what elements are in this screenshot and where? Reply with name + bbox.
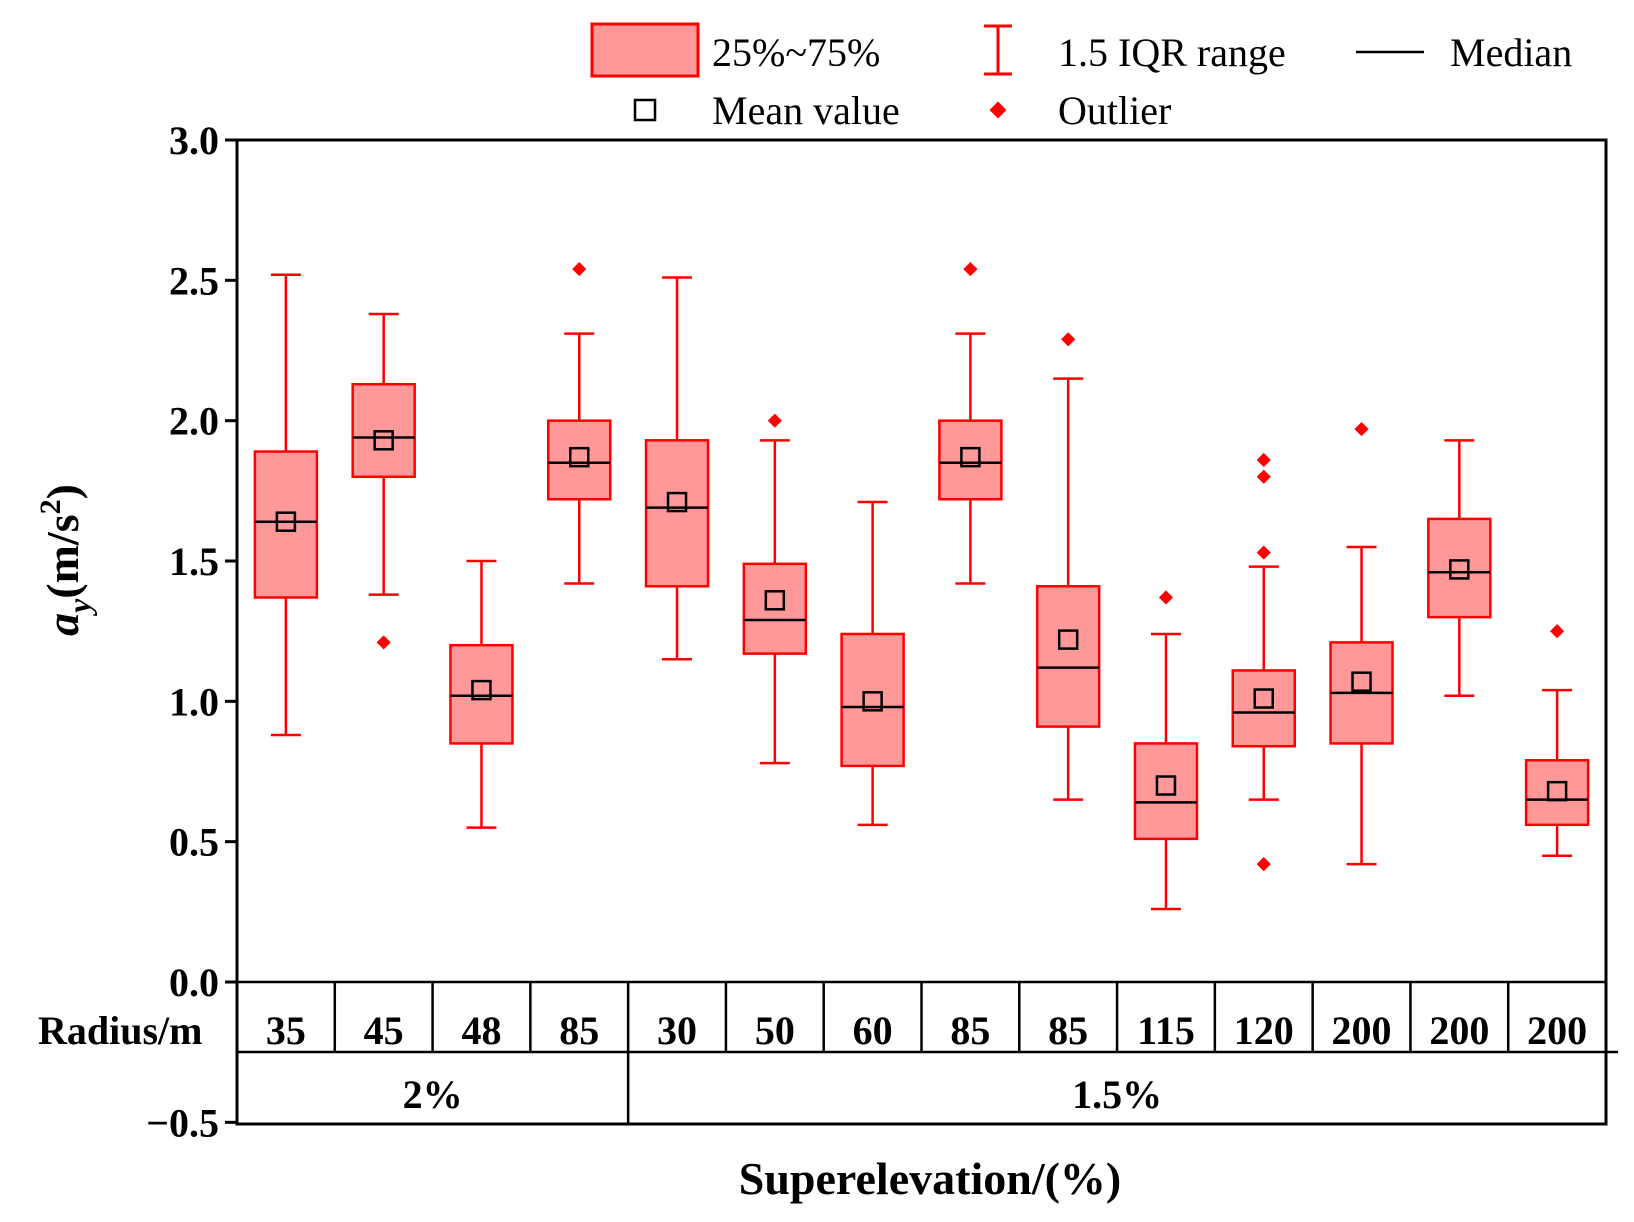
radius-label: 120 (1234, 1008, 1294, 1053)
mean-marker (1253, 688, 1274, 709)
legend: 25%~75% 1.5 IQR range Median Mean value … (590, 22, 1572, 133)
radius-label: 45 (364, 1008, 404, 1053)
y-tick-label: −0.5 (146, 1100, 219, 1145)
legend-whisker-label: 1.5 IQR range (1058, 30, 1286, 75)
legend-mean-label: Mean value (712, 88, 900, 133)
y-tick-label: 3.0 (169, 118, 219, 163)
outlier-point (1158, 590, 1174, 605)
outlier-point (376, 635, 391, 650)
radius-label: 50 (755, 1008, 795, 1053)
box-iqr (1035, 585, 1101, 728)
outlier-point (767, 413, 782, 428)
legend-outlier-swatch (989, 101, 1007, 119)
outlier-point (1550, 624, 1565, 639)
mean-marker (1057, 629, 1079, 650)
mean-marker (960, 446, 981, 468)
outlier-point (1354, 422, 1369, 437)
box-iqr (449, 643, 514, 745)
radius-label: 30 (657, 1008, 697, 1053)
mean-marker (275, 511, 297, 532)
y-axis-title-close: ) (37, 484, 88, 499)
legend-mean-swatch (633, 98, 657, 122)
outlier-point (572, 262, 587, 277)
legend-box-label: 25%~75% (712, 30, 880, 75)
radius-label: 115 (1137, 1008, 1195, 1053)
box-iqr (938, 419, 1003, 501)
plot-layer: 3.0 2.5 2.0 1.5 1.0 0.5 0.0 −0.5 2% 1.5% 35 45 48 85 3… (146, 118, 1618, 1145)
radius-label: 35 (266, 1008, 306, 1053)
group-label: 2% (403, 1072, 463, 1117)
row-label-radius: Radius/m (38, 1008, 203, 1053)
legend-box-swatch (590, 22, 700, 78)
radius-label: 48 (461, 1008, 501, 1053)
outlier-point (1061, 332, 1076, 347)
y-axis-title: ay(m/s2) (34, 484, 97, 636)
outlier-point (1256, 545, 1271, 560)
radius-label: 85 (1048, 1008, 1088, 1053)
group-label: 1.5% (1072, 1072, 1162, 1117)
y-axis-title-unit: (m/s (37, 514, 88, 598)
y-axis-title-sup: 2 (34, 499, 67, 514)
mean-marker (1546, 780, 1568, 802)
x-axis-title: Superelevation/(%) (739, 1153, 1121, 1204)
box-iqr (1133, 742, 1199, 841)
mean-marker (666, 491, 688, 513)
y-tick-label: 1.0 (169, 679, 219, 724)
outlier-point (1256, 452, 1271, 468)
mean-marker (569, 446, 590, 468)
box-iqr (840, 632, 905, 768)
mean-marker (373, 430, 394, 451)
y-axis-title-sub: y (61, 598, 97, 617)
y-tick-label: 1.5 (169, 539, 219, 584)
radius-label: 200 (1332, 1008, 1392, 1053)
box-iqr (1524, 759, 1590, 827)
mean-marker (1351, 671, 1372, 692)
box-iqr (644, 439, 710, 588)
legend-whisker-swatch (984, 24, 1012, 76)
box-iqr (1427, 517, 1492, 619)
radius-label: 60 (853, 1008, 893, 1053)
y-tick-label: 0.5 (169, 820, 219, 865)
legend-median-label: Median (1450, 30, 1572, 75)
outlier-point (1256, 469, 1271, 484)
mean-marker (1449, 559, 1470, 580)
y-tick-label: 2.5 (169, 258, 219, 303)
outlier-point (1256, 857, 1271, 872)
mean-marker (1155, 775, 1177, 796)
mean-marker (862, 691, 883, 712)
box-iqr (547, 419, 612, 501)
mean-marker (764, 590, 786, 611)
y-tick-label: 2.0 (169, 399, 219, 444)
radius-label: 200 (1527, 1008, 1587, 1053)
radius-label: 200 (1429, 1008, 1489, 1053)
box-iqr (253, 450, 319, 599)
y-axis-title-main: a (37, 613, 88, 636)
plot-frame (235, 138, 1608, 1126)
outlier-point (963, 262, 978, 277)
legend-outlier-label: Outlier (1058, 88, 1171, 133)
y-tick-label: 0.0 (169, 960, 219, 1005)
mean-marker (471, 679, 492, 701)
radius-label: 85 (950, 1008, 990, 1053)
radius-label: 85 (559, 1008, 599, 1053)
